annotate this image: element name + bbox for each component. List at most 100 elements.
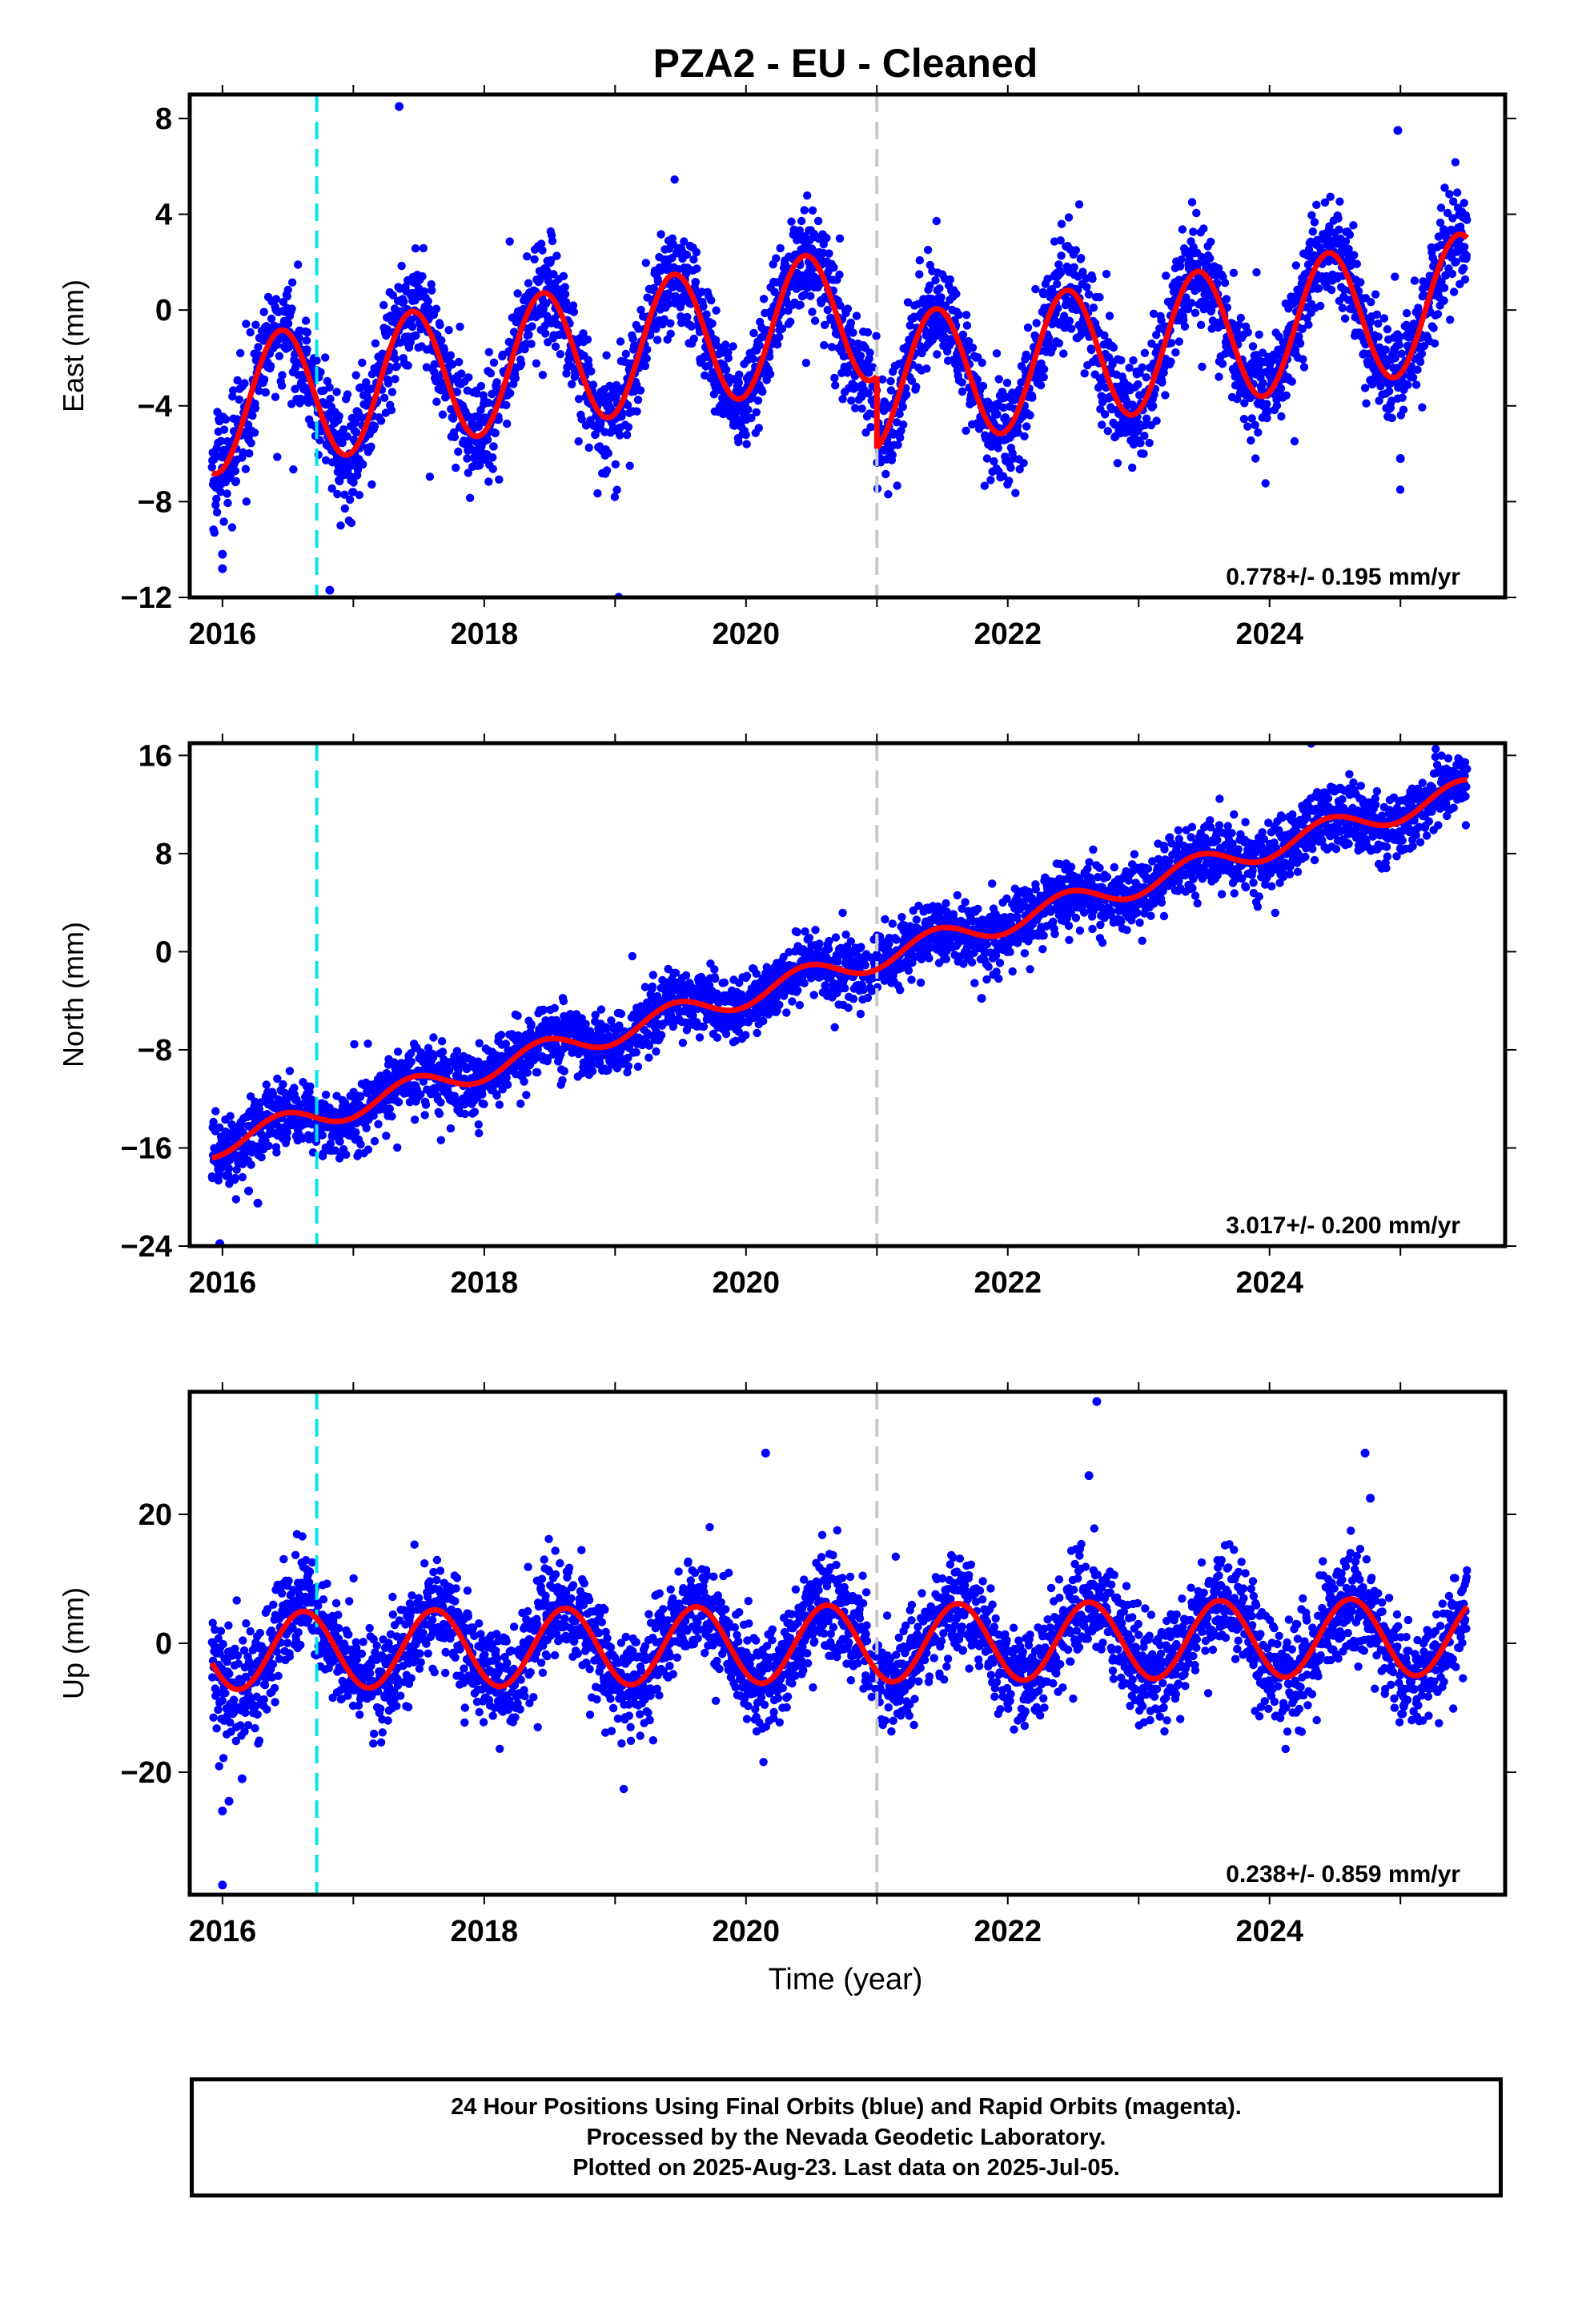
data-point xyxy=(387,405,396,415)
data-point xyxy=(259,375,269,384)
data-point xyxy=(926,281,934,290)
data-point xyxy=(941,301,950,311)
data-point xyxy=(1453,188,1462,197)
data-point xyxy=(759,295,769,304)
data-point xyxy=(475,1039,484,1047)
data-point xyxy=(250,428,259,437)
data-point xyxy=(216,488,225,497)
data-point xyxy=(1443,208,1452,218)
data-point xyxy=(787,217,796,226)
data-point xyxy=(616,431,624,440)
data-point xyxy=(588,1067,597,1076)
data-point xyxy=(491,428,500,437)
data-point xyxy=(1057,251,1066,260)
data-point xyxy=(1379,314,1389,323)
y-tick-label: 8 xyxy=(155,838,172,871)
chart-title: PZA2 - EU - Cleaned xyxy=(653,41,1038,86)
data-point xyxy=(306,1082,315,1091)
data-point xyxy=(480,1100,488,1108)
data-point xyxy=(1460,263,1468,273)
data-point xyxy=(416,1090,425,1099)
data-point xyxy=(721,340,730,349)
data-point xyxy=(747,413,756,423)
data-point xyxy=(857,392,866,401)
data-point xyxy=(622,430,632,440)
data-point xyxy=(577,415,586,424)
data-point xyxy=(636,386,645,395)
data-point xyxy=(827,343,837,352)
data-point xyxy=(1295,339,1305,348)
data-point xyxy=(450,1092,459,1100)
data-point xyxy=(915,270,924,279)
data-point xyxy=(893,481,901,490)
data-point xyxy=(1117,356,1126,365)
data-point xyxy=(962,311,971,320)
data-point xyxy=(569,308,579,316)
data-point xyxy=(1436,203,1446,212)
data-point xyxy=(616,1009,626,1019)
data-point xyxy=(538,246,547,255)
data-point xyxy=(1057,219,1066,228)
data-point xyxy=(856,352,865,360)
data-point xyxy=(1054,260,1063,269)
data-point xyxy=(610,493,620,501)
data-point xyxy=(1340,285,1349,295)
data-point xyxy=(829,263,838,272)
data-point xyxy=(680,237,689,246)
data-point xyxy=(339,425,348,434)
data-point xyxy=(363,1145,373,1154)
data-point xyxy=(289,465,298,474)
x-tick-label: 2018 xyxy=(451,617,519,651)
data-point xyxy=(707,296,716,305)
data-point xyxy=(813,216,823,226)
data-point xyxy=(1053,279,1062,288)
data-point xyxy=(484,398,493,408)
data-point xyxy=(209,1117,218,1127)
data-point xyxy=(404,361,412,370)
data-point xyxy=(256,1098,266,1107)
data-point xyxy=(1196,320,1206,329)
data-point xyxy=(358,358,367,368)
data-point xyxy=(665,299,673,308)
data-point xyxy=(1187,198,1197,207)
data-point xyxy=(351,1128,360,1137)
data-point xyxy=(1022,422,1031,431)
data-point xyxy=(1395,340,1403,349)
data-point xyxy=(531,1054,540,1063)
data-point xyxy=(623,1068,632,1077)
data-point xyxy=(350,1039,359,1049)
data-point xyxy=(1105,312,1114,320)
data-point xyxy=(321,353,330,362)
data-point xyxy=(754,424,763,432)
data-point xyxy=(1446,316,1455,324)
data-point xyxy=(939,325,949,335)
data-point xyxy=(259,308,268,316)
data-point xyxy=(1402,308,1411,318)
data-point xyxy=(472,389,481,398)
data-point xyxy=(1074,200,1084,209)
data-point xyxy=(604,448,612,458)
data-point xyxy=(895,409,904,419)
data-point xyxy=(489,442,498,451)
data-point xyxy=(271,392,280,401)
data-point xyxy=(1149,309,1158,318)
data-point xyxy=(501,1039,510,1048)
data-point xyxy=(1218,360,1227,368)
data-point xyxy=(1362,399,1371,408)
data-point xyxy=(475,460,484,470)
data-point xyxy=(541,299,551,308)
data-point xyxy=(312,356,321,365)
data-point xyxy=(327,484,336,493)
data-point xyxy=(215,1123,224,1132)
data-point xyxy=(1166,357,1175,366)
x-tick-label: 2020 xyxy=(713,1266,781,1300)
data-point xyxy=(574,437,583,446)
outlier-point xyxy=(1393,126,1403,135)
y-tick-label: −4 xyxy=(138,390,172,424)
data-point xyxy=(440,346,448,355)
outlier-point xyxy=(395,102,404,111)
data-point xyxy=(1129,356,1138,365)
data-point xyxy=(801,359,811,368)
